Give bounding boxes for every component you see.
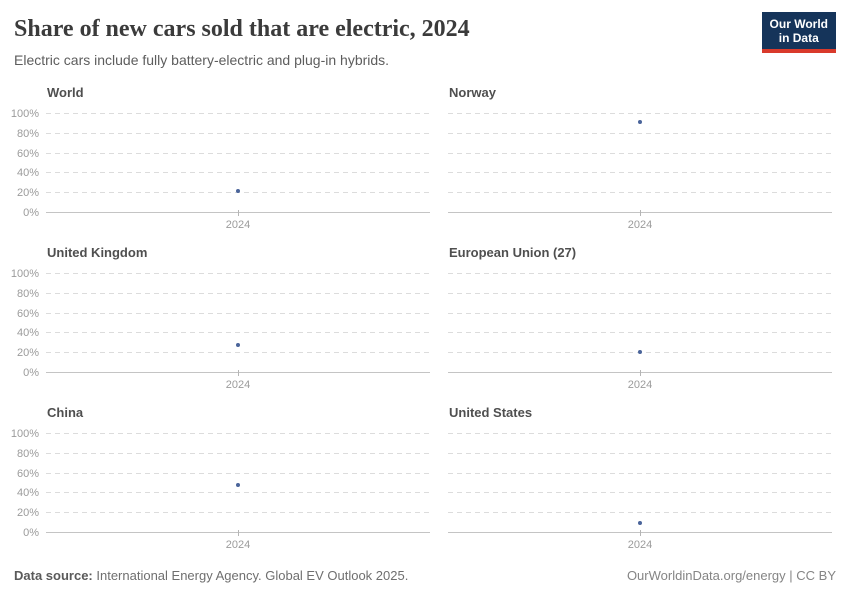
y-axis-tick-label: 60% <box>16 307 39 320</box>
data-point[interactable] <box>638 119 642 124</box>
x-axis-tick <box>640 530 641 536</box>
gridline-80 <box>448 132 832 134</box>
y-axis-tick-label: 0% <box>23 367 39 379</box>
x-axis-tick <box>238 370 239 376</box>
data-source-note: Data source: International Energy Agency… <box>14 568 408 584</box>
facet-plot-area: 2024 <box>448 273 832 391</box>
gridline-80 <box>46 132 430 134</box>
x-axis-tick-label: 2024 <box>627 219 653 231</box>
y-axis-tick-label: 40% <box>16 167 39 180</box>
gridline-80 <box>448 452 832 454</box>
owid-url-license-link[interactable]: OurWorldinData.org/energy | CC BY <box>626 568 836 583</box>
gridline-60 <box>448 152 832 154</box>
facet-plot-area: 2024 100% 80% 60% 40% 20% 0% <box>11 268 430 391</box>
gridline-80 <box>46 452 430 454</box>
gridline-20 <box>448 192 832 194</box>
y-axis-tick-label: 100% <box>10 428 39 440</box>
y-axis-tick-label: 80% <box>16 127 39 140</box>
y-axis-tick-label: 40% <box>16 487 39 500</box>
x-axis-tick-label: 2024 <box>225 379 251 391</box>
chart-header: Share of new cars sold that are electric… <box>14 14 760 69</box>
y-axis-tick-label: 0% <box>23 207 39 219</box>
gridline-40 <box>46 172 430 174</box>
facet-panel: China 2024 100% 80% 60% 40% 20% 0% <box>11 405 430 551</box>
chart-footer: Data source: International Energy Agency… <box>14 568 836 584</box>
facet-title: European Union (27) <box>449 245 577 260</box>
chart-title: Share of new cars sold that are electric… <box>14 16 470 42</box>
gridline-100 <box>46 273 430 274</box>
gridline-80 <box>46 292 430 294</box>
x-axis-tick-label: 2024 <box>627 379 653 391</box>
x-axis-tick <box>238 530 239 536</box>
y-axis-tick-label: 20% <box>16 347 39 360</box>
owid-logo[interactable]: Our World in Data <box>761 12 836 53</box>
gridline-100 <box>448 113 832 114</box>
y-axis-tick-label: 60% <box>16 467 39 480</box>
facet-panel: European Union (27) 2024 <box>448 245 832 391</box>
gridline-100 <box>448 433 832 434</box>
facet-plot-area: 2024 100% 80% 60% 40% 20% 0% <box>11 108 430 231</box>
y-axis-tick-label: 20% <box>16 507 39 520</box>
facet-plot-area: 2024 <box>448 113 832 231</box>
facet-title: World <box>47 85 84 100</box>
x-axis-tick <box>640 370 641 376</box>
facet-plot-area: 2024 <box>448 433 832 551</box>
y-axis-tick-label: 0% <box>23 527 39 539</box>
y-axis-tick-label: 100% <box>10 108 39 120</box>
x-axis-tick-label: 2024 <box>627 539 653 551</box>
gridline-40 <box>448 172 832 174</box>
y-axis-tick-label: 100% <box>10 268 39 280</box>
x-axis-tick-label: 2024 <box>225 539 251 551</box>
data-point[interactable] <box>236 189 240 194</box>
facet-panel: United Kingdom 2024 100% 80% 60% 40% 20% 0% <box>11 245 430 391</box>
owid-logo-line2: in Data <box>778 31 819 45</box>
gridline-100 <box>448 273 832 274</box>
gridline-20 <box>448 512 832 514</box>
facet-plot-area: 2024 100% 80% 60% 40% 20% 0% <box>11 428 430 551</box>
gridline-60 <box>46 312 430 314</box>
gridline-40 <box>448 332 832 334</box>
gridline-20 <box>46 512 430 514</box>
data-point[interactable] <box>638 521 642 526</box>
facet-panel: World 2024 100% 80% 60% 40% 20% 0% <box>11 85 430 231</box>
gridline-80 <box>448 292 832 294</box>
gridline-100 <box>46 113 430 114</box>
gridline-60 <box>46 472 430 474</box>
gridline-60 <box>448 312 832 314</box>
facet-title: Norway <box>449 85 496 100</box>
data-point[interactable] <box>236 343 240 348</box>
gridline-100 <box>46 433 430 434</box>
owid-logo-line1: Our World <box>769 17 828 31</box>
chart-subtitle: Electric cars include fully battery-elec… <box>14 52 390 68</box>
x-axis-tick-label: 2024 <box>225 219 251 231</box>
x-axis-tick <box>238 210 239 216</box>
gridline-60 <box>46 152 430 154</box>
y-axis-tick-label: 40% <box>16 327 39 340</box>
facet-title: United States <box>449 405 533 420</box>
gridline-60 <box>448 472 832 474</box>
gridline-20 <box>46 352 430 354</box>
data-source-label: Data source: <box>14 568 93 583</box>
y-axis-tick-label: 60% <box>16 147 39 160</box>
data-point[interactable] <box>236 483 240 488</box>
y-axis-tick-label: 80% <box>16 287 39 300</box>
y-axis-tick-label: 80% <box>16 447 39 460</box>
facet-title: China <box>47 405 84 420</box>
facet-title: United Kingdom <box>47 245 148 260</box>
data-point[interactable] <box>638 350 642 355</box>
y-axis-tick-label: 20% <box>16 187 39 200</box>
gridline-40 <box>448 492 832 494</box>
gridline-40 <box>46 332 430 334</box>
facet-panel: Norway 2024 <box>448 85 832 231</box>
gridline-40 <box>46 492 430 494</box>
facet-panel: United States 2024 <box>448 405 832 551</box>
data-source-text: International Energy Agency. Global EV O… <box>92 568 409 583</box>
x-axis-tick <box>640 210 641 216</box>
